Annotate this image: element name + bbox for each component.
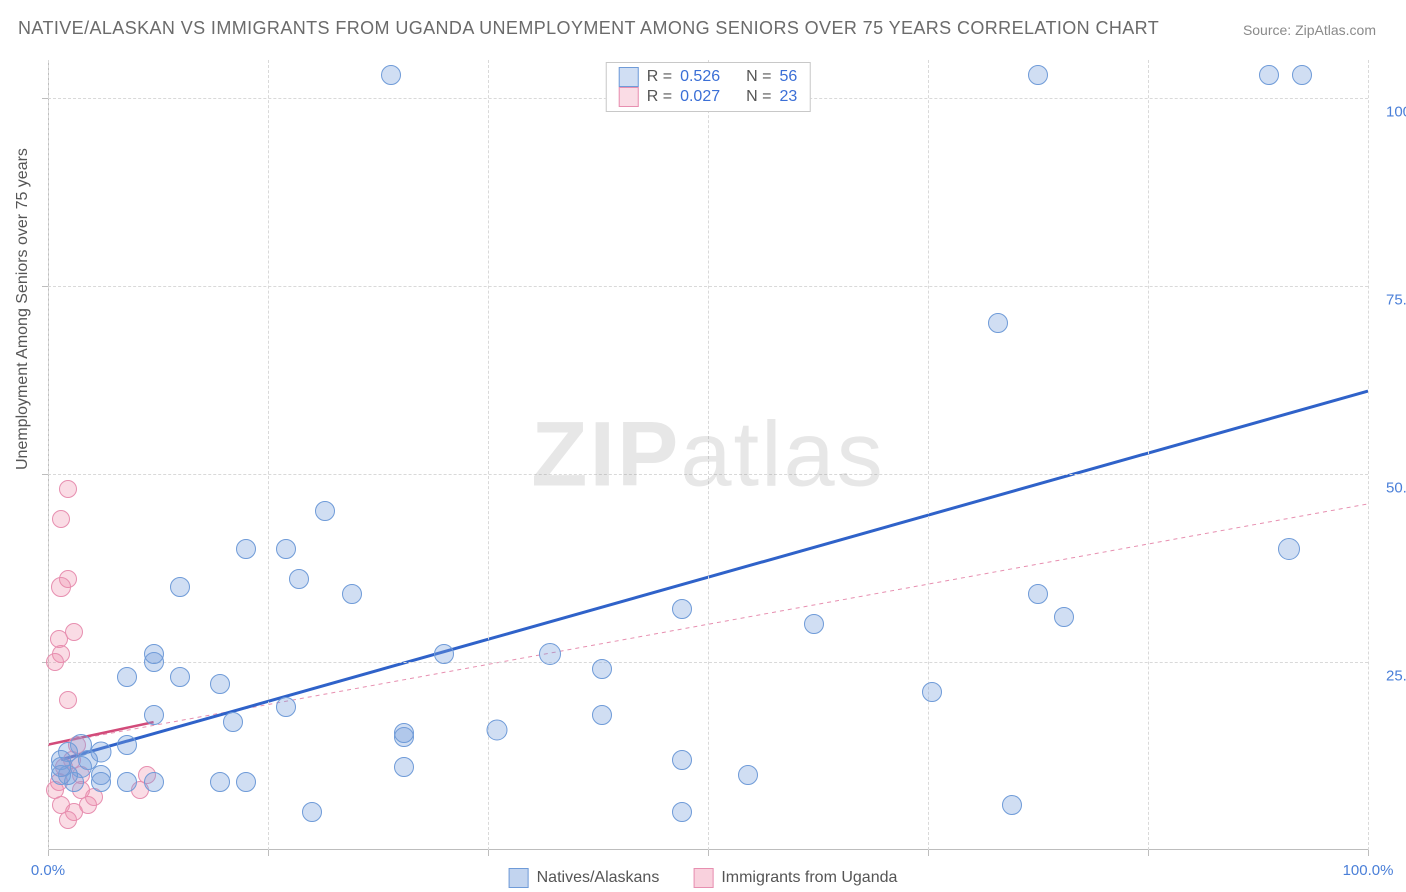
n-value-pink: 23	[779, 88, 797, 106]
data-point	[1028, 584, 1048, 604]
gridline-v	[48, 60, 49, 850]
data-point	[117, 667, 137, 687]
data-point	[117, 772, 137, 792]
data-point	[381, 65, 401, 85]
data-point	[210, 674, 230, 694]
data-point	[144, 705, 164, 725]
stats-legend: R = 0.526 N = 56 R = 0.027 N = 23	[606, 62, 811, 112]
swatch-icon	[693, 868, 713, 888]
data-point	[59, 691, 77, 709]
data-point	[672, 750, 692, 770]
data-point	[342, 584, 362, 604]
data-point	[59, 480, 77, 498]
data-point	[315, 501, 335, 521]
data-point	[51, 577, 71, 597]
legend-item: Immigrants from Uganda	[693, 868, 897, 888]
x-tick-label: 100.0%	[1343, 862, 1394, 879]
data-point	[144, 772, 164, 792]
swatch-pink	[619, 87, 639, 107]
y-axis-label: Unemployment Among Seniors over 75 years	[14, 148, 32, 470]
gridline-v	[928, 60, 929, 850]
data-point	[46, 653, 64, 671]
data-point	[1292, 65, 1312, 85]
r-label: R =	[647, 68, 672, 86]
data-point	[170, 577, 190, 597]
data-point	[1002, 795, 1022, 815]
data-point	[672, 599, 692, 619]
watermark: ZIPatlas	[531, 403, 884, 508]
source-attribution: Source: ZipAtlas.com	[1243, 22, 1376, 38]
data-point	[302, 802, 322, 822]
data-point	[804, 614, 824, 634]
data-point	[1054, 607, 1074, 627]
data-point	[210, 772, 230, 792]
data-point	[394, 757, 414, 777]
legend-item: Natives/Alaskans	[509, 868, 660, 888]
data-point	[52, 510, 70, 528]
y-tick-label: 75.0%	[1386, 291, 1406, 308]
data-point	[170, 667, 190, 687]
data-point	[672, 802, 692, 822]
gridline-v	[268, 60, 269, 850]
swatch-icon	[509, 868, 529, 888]
data-point	[51, 757, 71, 777]
n-label: N =	[746, 68, 771, 86]
data-point	[988, 313, 1008, 333]
data-point	[394, 723, 414, 743]
n-label: N =	[746, 88, 771, 106]
data-point	[276, 539, 296, 559]
data-point	[289, 569, 309, 589]
data-point	[236, 539, 256, 559]
swatch-blue	[619, 67, 639, 87]
y-tick-label: 50.0%	[1386, 479, 1406, 496]
chart-area: 25.0%50.0%75.0%100.0%0.0%100.0% R = 0.52…	[48, 60, 1368, 850]
r-value-pink: 0.027	[680, 88, 720, 106]
data-point	[592, 705, 612, 725]
data-point	[738, 765, 758, 785]
x-tick-label: 0.0%	[31, 862, 65, 879]
data-point	[65, 623, 83, 641]
data-point	[922, 682, 942, 702]
r-label: R =	[647, 88, 672, 106]
data-point	[539, 643, 561, 665]
y-tick-label: 25.0%	[1386, 667, 1406, 684]
legend-label: Immigrants from Uganda	[721, 869, 897, 887]
y-tick-label: 100.0%	[1386, 103, 1406, 120]
n-value-blue: 56	[779, 68, 797, 86]
gridline-v	[1148, 60, 1149, 850]
data-point	[1028, 65, 1048, 85]
data-point	[117, 735, 137, 755]
data-point	[276, 697, 296, 717]
data-point	[1259, 65, 1279, 85]
r-value-blue: 0.526	[680, 68, 720, 86]
data-point	[1278, 538, 1300, 560]
data-point	[223, 712, 243, 732]
data-point	[486, 719, 507, 740]
data-point	[91, 772, 111, 792]
series-legend: Natives/Alaskans Immigrants from Uganda	[509, 868, 898, 888]
data-point	[144, 644, 164, 664]
gridline-v	[1368, 60, 1369, 850]
data-point	[434, 644, 454, 664]
chart-title: NATIVE/ALASKAN VS IMMIGRANTS FROM UGANDA…	[18, 18, 1159, 39]
data-point	[236, 772, 256, 792]
data-point	[50, 630, 68, 648]
legend-label: Natives/Alaskans	[537, 869, 660, 887]
data-point	[592, 659, 612, 679]
